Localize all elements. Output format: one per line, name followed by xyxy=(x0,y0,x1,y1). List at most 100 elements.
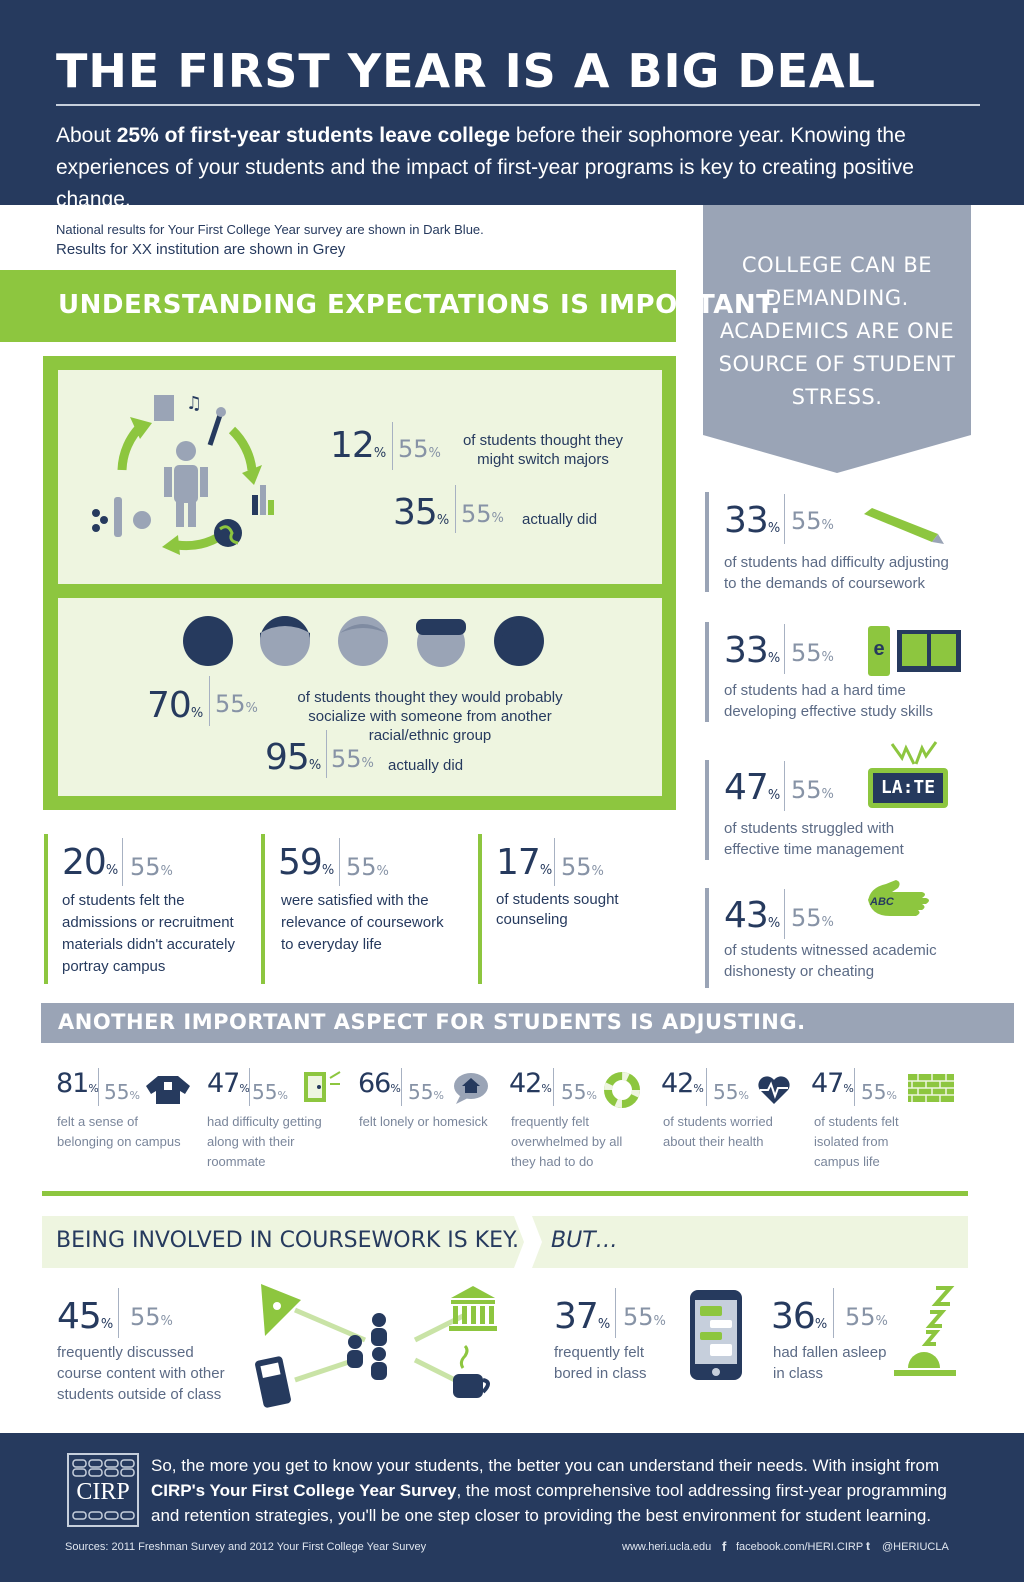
majors-thought-value: 12% xyxy=(330,425,387,466)
socialize-thought-value: 70% xyxy=(147,685,204,726)
adjusting-heading: ANOTHER IMPORTANT ASPECT FOR STUDENTS IS… xyxy=(58,1010,806,1034)
counseling-grey: 55% xyxy=(561,853,604,881)
majors-thought-text: of students thought they might switch ma… xyxy=(462,432,624,468)
roommate-grey: 55% xyxy=(252,1080,288,1104)
discussed-grey: 55% xyxy=(130,1303,173,1331)
logo-text: CIRP xyxy=(76,1479,130,1505)
divider xyxy=(401,1068,402,1106)
twitter-link[interactable]: @HERIUCLA xyxy=(882,1541,949,1553)
expectations-heading: UNDERSTANDING EXPECTATIONS IS IMPORTANT. xyxy=(58,290,781,320)
dishonesty-text: of students witnessed academic dishonest… xyxy=(724,942,937,980)
dishonesty-grey: 55% xyxy=(791,904,834,932)
lonely-text: felt lonely or homesick xyxy=(359,1114,488,1129)
diverse-faces-icon xyxy=(183,616,544,667)
pencil-icon xyxy=(864,508,944,544)
abc-letters: ABC xyxy=(870,896,894,908)
stat-accent-bar xyxy=(705,760,709,860)
socialize-did-text: actually did xyxy=(388,757,464,774)
divider xyxy=(209,676,210,726)
legend-note-national: National results for Your First College … xyxy=(56,222,484,237)
adjust-stat-belonging: 81% xyxy=(56,1068,99,1099)
divider xyxy=(784,624,785,674)
hand-shape xyxy=(868,880,929,916)
cirp-logo: CIRP xyxy=(67,1453,139,1527)
footer-text: So, the more you get to know your studen… xyxy=(151,1453,951,1528)
heart-pulse-icon xyxy=(758,1076,790,1104)
overwhelmed-text: frequently felt overwhelmed by all they … xyxy=(511,1114,623,1169)
majors-cycle-icon: ♫ xyxy=(92,393,274,555)
network-illustration-icon xyxy=(255,1284,497,1408)
cheating-hand-icon: ABC xyxy=(862,880,930,936)
facebook-icon: f xyxy=(722,1539,727,1554)
divider xyxy=(455,485,456,533)
late-clock-icon: LA:TE xyxy=(868,768,948,808)
bored-value: 37% xyxy=(554,1296,611,1337)
overwhelmed-grey: 55% xyxy=(561,1080,597,1104)
asleep-text: had fallen asleep in class xyxy=(773,1344,887,1382)
coursework-heading: BEING INVOLVED IN COURSEWORK IS KEY. xyxy=(56,1228,520,1253)
divider xyxy=(615,1288,616,1338)
stat-accent-bar xyxy=(705,888,709,988)
divider xyxy=(833,1288,834,1338)
callout-text: COLLEGE CAN BE DEMANDING. ACADEMICS ARE … xyxy=(718,253,956,409)
time-management-text: of students struggled with effective tim… xyxy=(724,820,904,858)
adjust-stat-overwhelmed: 42% xyxy=(509,1068,552,1099)
sweater-icon xyxy=(146,1076,190,1104)
brick-wall-icon xyxy=(908,1074,954,1102)
divider xyxy=(249,1068,250,1106)
coursework-relevance-value: 59% xyxy=(278,842,335,883)
twitter-icon: t xyxy=(866,1539,870,1553)
stat-accent-bar xyxy=(44,834,48,984)
majors-did-value: 35% xyxy=(393,492,450,533)
asleep-grey: 55% xyxy=(845,1303,888,1331)
divider xyxy=(122,838,123,886)
callout-banner-shape xyxy=(703,205,971,473)
alarm-rays-icon xyxy=(890,741,938,765)
discussed-value: 45% xyxy=(57,1296,114,1337)
expectations-heading-bar xyxy=(0,270,676,342)
belonging-grey: 55% xyxy=(104,1080,140,1104)
admissions-text: of students felt the admissions or recru… xyxy=(62,892,235,975)
socialize-thought-grey: 55% xyxy=(215,690,258,718)
stat-accent-bar xyxy=(478,834,482,984)
divider xyxy=(784,761,785,811)
coursework-relevance-grey: 55% xyxy=(346,853,389,881)
svg-text:♫: ♫ xyxy=(186,393,202,414)
facebook-link[interactable]: facebook.com/HERI.CIRP xyxy=(736,1541,864,1553)
footer-banner: CIRP So, the more you get to know your s… xyxy=(0,1433,1024,1582)
adjust-stat-isolated: 47% xyxy=(811,1068,854,1099)
homesick-bubble-icon xyxy=(454,1073,488,1104)
admissions-value: 20% xyxy=(62,842,119,883)
divider xyxy=(98,1068,99,1106)
adjust-stat-health: 42% xyxy=(661,1068,704,1099)
stat-accent-bar xyxy=(705,492,709,592)
open-book-icon xyxy=(897,630,961,672)
health-text: of students worried about their health xyxy=(663,1114,773,1149)
admissions-grey: 55% xyxy=(130,853,173,881)
but-heading: BUT… xyxy=(551,1228,618,1253)
time-management-grey: 55% xyxy=(791,776,834,804)
page-title: THE FIRST YEAR IS A BIG DEAL xyxy=(56,44,876,98)
logo-pattern-top xyxy=(72,1459,135,1477)
socialize-did-value: 95% xyxy=(265,737,322,778)
discussed-text: frequently discussed course content with… xyxy=(57,1344,225,1403)
counseling-value: 17% xyxy=(496,842,553,883)
demanding-callout: COLLEGE CAN BE DEMANDING. ACADEMICS ARE … xyxy=(703,205,971,475)
roommate-text: had difficulty getting along with their … xyxy=(207,1114,322,1169)
divider xyxy=(706,1068,707,1106)
lonely-grey: 55% xyxy=(408,1080,444,1104)
stat-accent-bar xyxy=(705,622,709,722)
intro-text: About 25% of first-year students leave c… xyxy=(56,120,976,216)
stat-accent-bar xyxy=(261,834,265,984)
divider xyxy=(392,422,393,470)
asleep-value: 36% xyxy=(771,1296,828,1337)
socialize-did-grey: 55% xyxy=(331,745,374,773)
majors-did-text: actually did xyxy=(522,511,598,528)
divider xyxy=(339,838,340,886)
life-ring-icon xyxy=(604,1072,640,1108)
adjust-stat-roommate: 47% xyxy=(207,1068,250,1099)
header-banner: THE FIRST YEAR IS A BIG DEAL About 25% o… xyxy=(0,0,1024,211)
coursework-demand-grey: 55% xyxy=(791,507,834,535)
website-link[interactable]: www.heri.ucla.edu xyxy=(622,1541,712,1553)
logo-pattern-bottom xyxy=(72,1511,135,1520)
